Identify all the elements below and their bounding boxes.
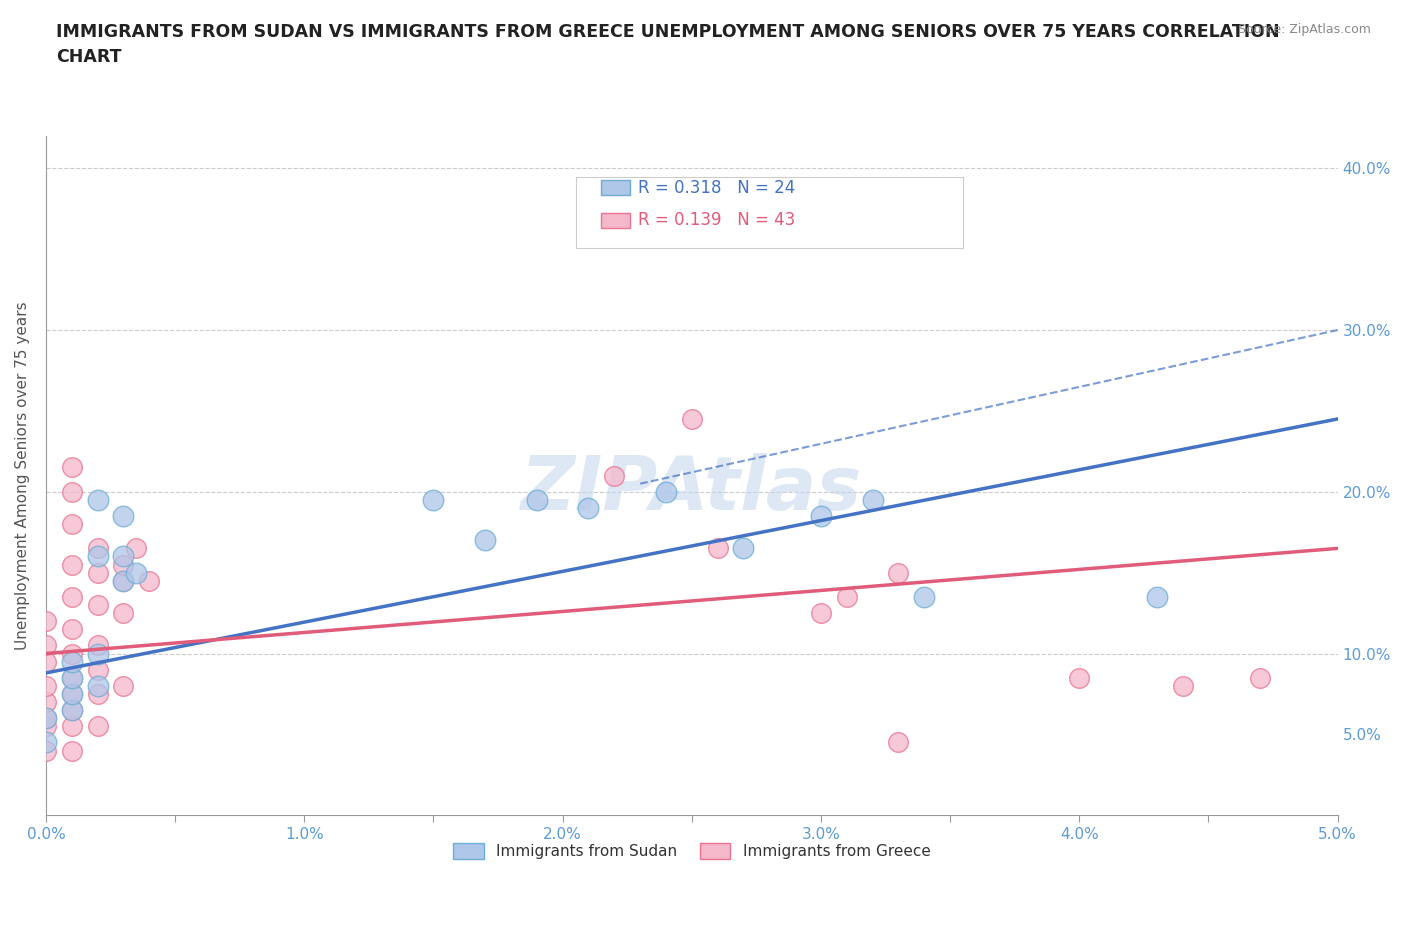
Point (60, 460, 83, 475)
FancyBboxPatch shape (575, 177, 963, 248)
Point (35, 719, 58, 734)
Bar (602, 180, 630, 195)
Point (86, 662, 108, 677)
Point (60, 517, 83, 532)
Point (86, 549, 108, 564)
Point (35, 695, 58, 710)
Point (706, 541, 728, 556)
Point (86, 638, 108, 653)
Point (86, 686, 108, 701)
Point (912, 590, 935, 604)
Point (810, 605, 832, 620)
Point (60, 686, 83, 701)
Text: IMMIGRANTS FROM SUDAN VS IMMIGRANTS FROM GREECE UNEMPLOYMENT AMONG SENIORS OVER : IMMIGRANTS FROM SUDAN VS IMMIGRANTS FROM… (56, 23, 1279, 66)
Point (35, 711, 58, 725)
Point (887, 565, 910, 580)
Point (1249, 671, 1271, 685)
Point (60, 743, 83, 758)
Point (35, 711, 58, 725)
Point (112, 509, 135, 524)
Point (138, 573, 160, 588)
Point (86, 646, 108, 661)
Point (60, 590, 83, 604)
Y-axis label: Unemployment Among Seniors over 75 years: Unemployment Among Seniors over 75 years (15, 301, 30, 650)
Text: R = 0.318   N = 24: R = 0.318 N = 24 (637, 179, 794, 196)
Point (60, 485, 83, 499)
Point (887, 735, 910, 750)
Point (112, 605, 135, 620)
Legend: Immigrants from Sudan, Immigrants from Greece: Immigrants from Sudan, Immigrants from G… (447, 837, 936, 866)
Point (35, 654, 58, 669)
Point (112, 557, 135, 572)
Point (60, 703, 83, 718)
Point (835, 590, 858, 604)
Point (125, 565, 148, 580)
Point (60, 654, 83, 669)
Point (60, 671, 83, 685)
Point (86, 598, 108, 613)
Point (35, 735, 58, 750)
Point (125, 541, 148, 556)
Text: R = 0.139   N = 43: R = 0.139 N = 43 (637, 211, 794, 229)
Point (86, 541, 108, 556)
Point (810, 509, 832, 524)
Point (681, 412, 703, 427)
Point (112, 549, 135, 564)
Point (474, 533, 496, 548)
Point (1069, 671, 1091, 685)
Point (655, 485, 678, 499)
Point (35, 638, 58, 653)
Point (112, 678, 135, 693)
Point (862, 492, 884, 507)
Point (60, 686, 83, 701)
Point (733, 541, 755, 556)
Point (60, 646, 83, 661)
Point (86, 492, 108, 507)
Point (86, 678, 108, 693)
Point (35, 678, 58, 693)
Point (35, 743, 58, 758)
Text: Source: ZipAtlas.com: Source: ZipAtlas.com (1237, 23, 1371, 36)
Point (422, 492, 444, 507)
Point (60, 557, 83, 572)
Text: ZIPAtlas: ZIPAtlas (522, 453, 862, 525)
Point (578, 500, 600, 515)
Point (1146, 590, 1168, 604)
Point (86, 565, 108, 580)
Point (526, 492, 548, 507)
Point (60, 703, 83, 718)
Point (35, 614, 58, 629)
Point (60, 671, 83, 685)
Point (603, 468, 626, 483)
Point (86, 719, 108, 734)
Point (112, 573, 135, 588)
Bar (602, 213, 630, 228)
Point (1171, 678, 1194, 693)
Point (60, 622, 83, 637)
Point (60, 719, 83, 734)
Point (112, 573, 135, 588)
